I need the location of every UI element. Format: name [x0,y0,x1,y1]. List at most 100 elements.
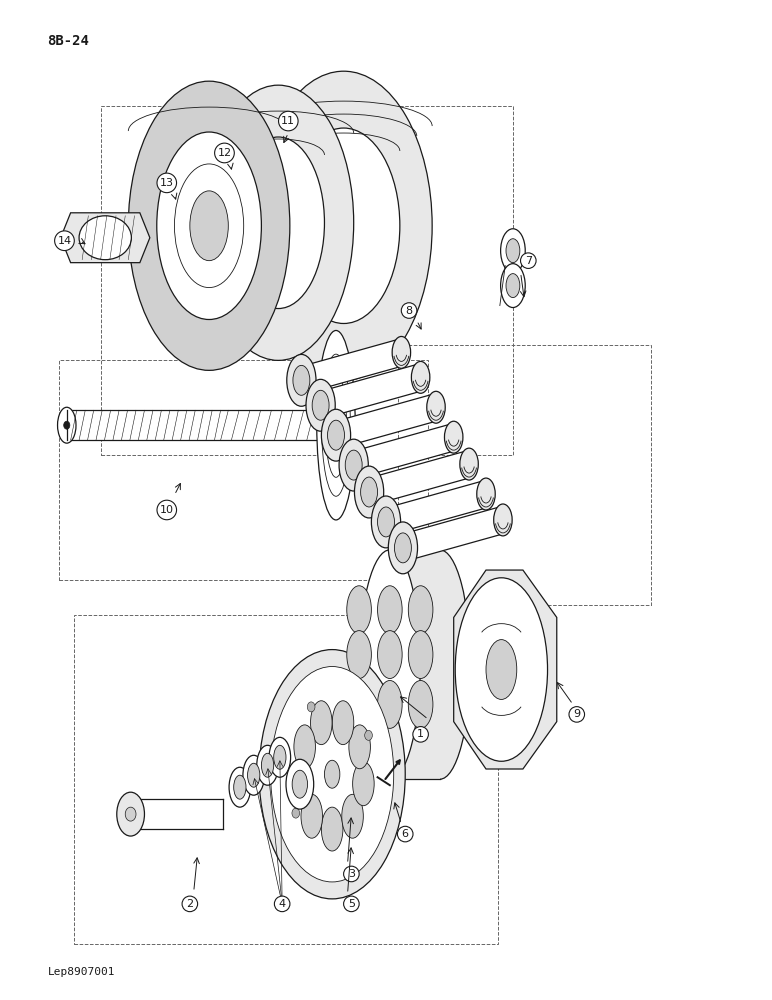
Bar [101,106,513,455]
Ellipse shape [500,229,525,273]
Polygon shape [66,410,320,440]
Ellipse shape [157,132,262,320]
Text: Lep8907001: Lep8907001 [48,967,115,977]
Ellipse shape [312,390,329,420]
Polygon shape [403,506,503,562]
Ellipse shape [190,191,229,261]
Ellipse shape [394,533,411,563]
Polygon shape [354,423,454,479]
Ellipse shape [292,770,307,798]
Ellipse shape [274,745,286,769]
Ellipse shape [339,439,368,491]
Text: 6: 6 [401,829,408,839]
Ellipse shape [486,640,516,699]
Ellipse shape [392,336,411,368]
Ellipse shape [310,701,332,745]
Text: 13: 13 [160,178,174,188]
Ellipse shape [347,586,371,634]
Ellipse shape [301,794,323,838]
Bar [59,360,428,580]
Ellipse shape [262,753,274,777]
Ellipse shape [378,586,402,634]
Ellipse shape [371,496,401,548]
Ellipse shape [347,631,371,679]
Ellipse shape [349,725,371,769]
Polygon shape [454,570,557,769]
Text: 14: 14 [57,236,72,246]
Ellipse shape [229,767,251,807]
Ellipse shape [360,550,420,779]
Ellipse shape [128,81,290,370]
Text: 12: 12 [218,148,232,158]
Ellipse shape [408,631,433,679]
Ellipse shape [411,361,430,393]
Polygon shape [130,799,223,829]
Ellipse shape [324,760,340,788]
Ellipse shape [506,274,520,298]
Circle shape [64,421,69,429]
Ellipse shape [243,755,265,795]
Polygon shape [320,363,421,419]
Ellipse shape [271,667,394,882]
Ellipse shape [317,330,355,520]
Ellipse shape [500,264,525,308]
Polygon shape [390,550,440,779]
Circle shape [364,730,372,740]
Ellipse shape [256,71,432,380]
Text: 4: 4 [279,899,286,909]
Ellipse shape [248,763,260,787]
Text: 10: 10 [160,505,174,515]
Ellipse shape [58,407,76,443]
Ellipse shape [347,680,371,728]
Ellipse shape [286,759,313,809]
Ellipse shape [378,507,394,537]
Ellipse shape [427,391,445,423]
Ellipse shape [321,409,350,461]
Text: 2: 2 [186,899,194,909]
Ellipse shape [117,792,144,836]
Ellipse shape [354,466,384,518]
Text: 7: 7 [525,256,532,266]
Ellipse shape [445,421,463,453]
Ellipse shape [361,477,378,507]
Ellipse shape [79,216,131,260]
Ellipse shape [332,701,354,745]
Text: 8: 8 [405,306,413,316]
Ellipse shape [455,578,547,761]
Ellipse shape [306,379,335,431]
Text: 8B-24: 8B-24 [48,34,90,48]
Ellipse shape [287,128,400,323]
Ellipse shape [257,745,279,785]
Ellipse shape [290,762,312,806]
Ellipse shape [327,420,344,450]
Ellipse shape [232,137,324,309]
Ellipse shape [378,631,402,679]
Ellipse shape [293,365,310,395]
Ellipse shape [269,737,290,777]
Ellipse shape [408,586,433,634]
Bar [74,615,497,944]
Bar [398,345,652,605]
Ellipse shape [493,504,512,536]
Ellipse shape [342,794,364,838]
Ellipse shape [353,762,374,806]
Polygon shape [369,450,469,506]
Circle shape [307,702,315,712]
Text: 5: 5 [348,899,355,909]
Ellipse shape [234,775,246,799]
Ellipse shape [294,725,316,769]
Ellipse shape [378,680,402,728]
Ellipse shape [286,354,316,406]
Text: 9: 9 [573,709,581,719]
Ellipse shape [408,680,433,728]
Circle shape [292,808,300,818]
Ellipse shape [506,239,520,263]
Text: 11: 11 [281,116,296,126]
Ellipse shape [477,478,495,510]
Ellipse shape [388,522,418,574]
Ellipse shape [321,807,343,851]
Ellipse shape [409,550,470,779]
Polygon shape [301,338,401,394]
Polygon shape [386,480,486,536]
Text: 1: 1 [417,729,424,739]
